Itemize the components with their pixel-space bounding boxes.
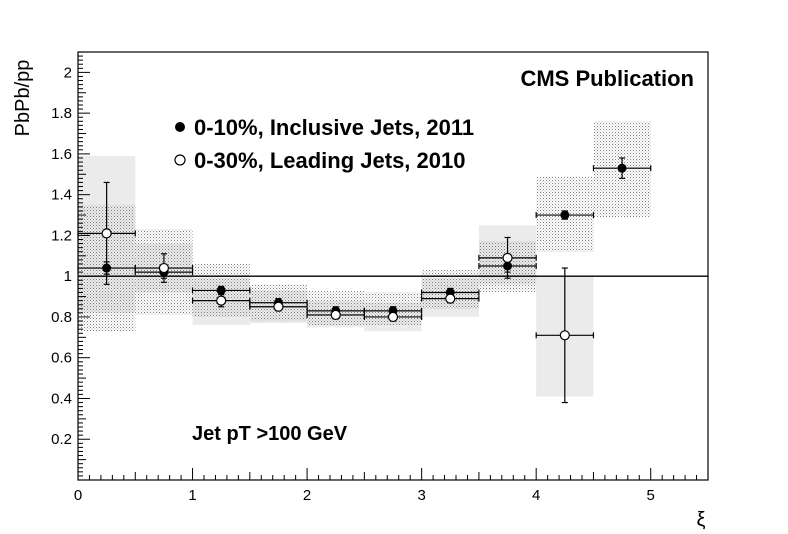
point-leading-5 — [387, 311, 399, 323]
x-tick-label-3: 3 — [417, 487, 425, 504]
x-tick-label-2: 2 — [303, 487, 311, 504]
y-axis-ticks: 0.2 0.4 0.6 0.8 1 1.2 1.4 1.6 1.8 2 — [51, 51, 90, 481]
x-axis-title: ξ — [697, 509, 706, 531]
y-tick-label-1.6: 1.6 — [51, 146, 72, 163]
x-tick-label-0: 0 — [74, 487, 82, 504]
y-tick-label-1.2: 1.2 — [51, 227, 72, 244]
x-tick-label-1: 1 — [188, 487, 196, 504]
point-inclusive-2 — [216, 285, 226, 295]
point-inclusive-8 — [560, 210, 570, 220]
y-tick-label-1.8: 1.8 — [51, 105, 72, 122]
y-tick-label-0.2: 0.2 — [51, 431, 72, 448]
x-tick-label-4: 4 — [532, 487, 540, 504]
legend-label-leading: 0-30%, Leading Jets, 2010 — [194, 148, 465, 173]
y-tick-label-1.4: 1.4 — [51, 187, 72, 204]
x-tick-label-5: 5 — [647, 487, 655, 504]
point-leading-7 — [502, 252, 513, 263]
jet-pt-annotation: Jet pT >100 GeV — [192, 423, 348, 445]
y-tick-label-1: 1 — [64, 268, 72, 285]
point-leading-8 — [559, 330, 570, 341]
point-inclusive-7 — [503, 261, 513, 271]
point-leading-2 — [216, 295, 227, 306]
y-tick-label-0.6: 0.6 — [51, 350, 72, 367]
point-inclusive-9 — [617, 163, 627, 173]
legend-label-inclusive: 0-10%, Inclusive Jets, 2011 — [194, 115, 474, 140]
y-axis-title: PbPb/pp — [12, 60, 34, 137]
y-tick-label-0.4: 0.4 — [51, 390, 72, 407]
legend-marker-open — [174, 154, 186, 166]
point-leading-6 — [445, 293, 456, 304]
y-tick-label-2: 2 — [64, 64, 72, 81]
chart-title: CMS Publication — [520, 66, 694, 91]
data-markers — [101, 163, 627, 341]
point-leading-0 — [101, 228, 112, 239]
x-axis-ticks: 0 1 2 3 4 5 — [74, 468, 709, 504]
point-leading-1 — [158, 262, 170, 274]
point-leading-3 — [273, 301, 284, 312]
legend-marker-filled — [175, 122, 185, 132]
y-tick-label-0.8: 0.8 — [51, 309, 72, 326]
point-inclusive-0 — [102, 263, 112, 273]
point-leading-4 — [330, 309, 341, 321]
plot-frame — [77, 51, 709, 481]
